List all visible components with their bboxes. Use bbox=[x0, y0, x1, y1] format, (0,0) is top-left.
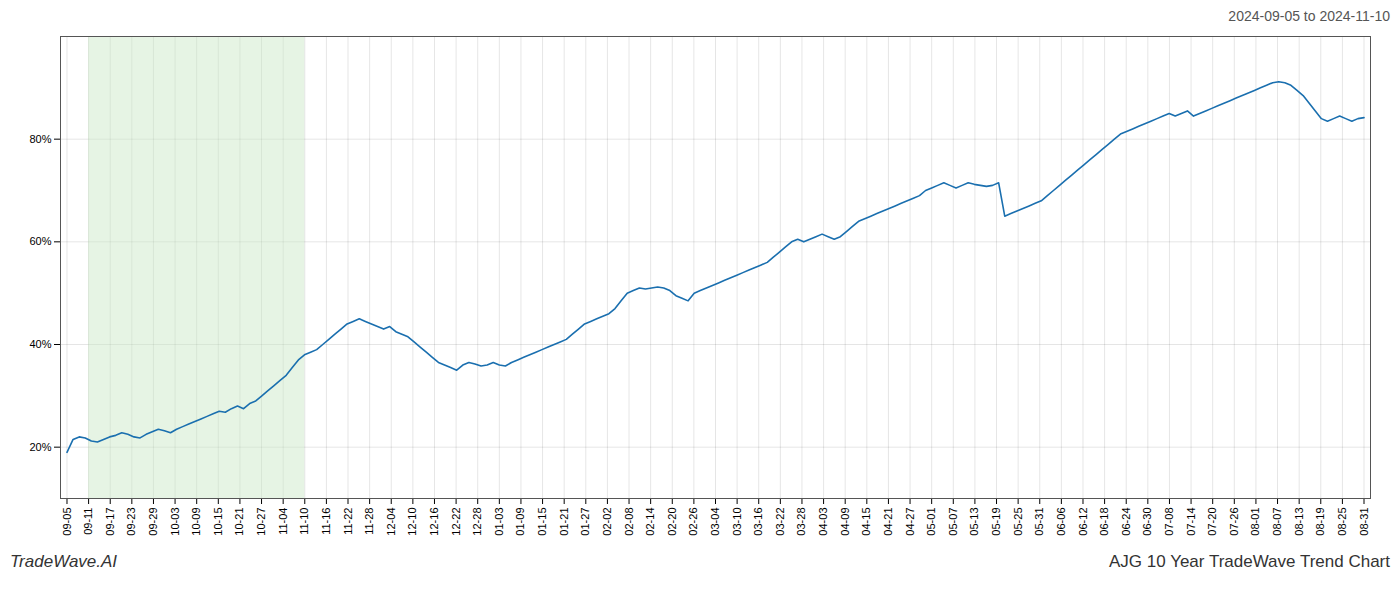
svg-text:09-05: 09-05 bbox=[61, 508, 73, 536]
svg-text:10-21: 10-21 bbox=[233, 508, 245, 536]
svg-text:07-14: 07-14 bbox=[1185, 508, 1197, 536]
svg-text:40%: 40% bbox=[29, 338, 51, 350]
svg-text:05-07: 05-07 bbox=[947, 508, 959, 536]
svg-text:08-25: 08-25 bbox=[1336, 508, 1348, 536]
svg-text:02-26: 02-26 bbox=[687, 508, 699, 536]
svg-text:04-15: 04-15 bbox=[860, 508, 872, 536]
svg-text:11-22: 11-22 bbox=[342, 508, 354, 535]
svg-text:02-02: 02-02 bbox=[601, 508, 613, 536]
svg-text:20%: 20% bbox=[29, 441, 51, 453]
svg-text:12-10: 12-10 bbox=[406, 508, 418, 536]
svg-text:06-12: 06-12 bbox=[1077, 508, 1089, 536]
svg-text:06-06: 06-06 bbox=[1055, 508, 1067, 536]
svg-text:05-25: 05-25 bbox=[1012, 508, 1024, 536]
svg-text:05-19: 05-19 bbox=[990, 508, 1002, 536]
svg-text:01-27: 01-27 bbox=[579, 508, 591, 536]
svg-text:05-31: 05-31 bbox=[1033, 508, 1045, 536]
svg-text:08-31: 08-31 bbox=[1358, 508, 1370, 536]
svg-text:10-09: 10-09 bbox=[190, 508, 202, 536]
svg-text:06-24: 06-24 bbox=[1120, 508, 1132, 536]
svg-text:09-29: 09-29 bbox=[147, 508, 159, 536]
svg-text:08-01: 08-01 bbox=[1249, 508, 1261, 536]
svg-text:09-23: 09-23 bbox=[125, 508, 137, 536]
html-text:TradeWave.AI: TradeWave.AI bbox=[10, 552, 118, 571]
svg-text:05-13: 05-13 bbox=[968, 508, 980, 536]
svg-text:10-27: 10-27 bbox=[255, 508, 267, 536]
svg-text:02-08: 02-08 bbox=[623, 508, 635, 536]
svg-text:03-28: 03-28 bbox=[795, 508, 807, 536]
svg-text:11-10: 11-10 bbox=[298, 508, 310, 535]
svg-text:12-16: 12-16 bbox=[428, 508, 440, 536]
svg-text:11-04: 11-04 bbox=[277, 508, 289, 535]
svg-text:03-10: 03-10 bbox=[731, 508, 743, 536]
svg-text:11-28: 11-28 bbox=[363, 508, 375, 535]
svg-text:01-03: 01-03 bbox=[493, 508, 505, 536]
svg-text:60%: 60% bbox=[29, 235, 51, 247]
svg-text:02-14: 02-14 bbox=[644, 508, 656, 536]
svg-text:08-13: 08-13 bbox=[1293, 508, 1305, 536]
svg-text:09-11: 09-11 bbox=[82, 508, 94, 535]
svg-text:12-28: 12-28 bbox=[471, 508, 483, 536]
svg-text:04-27: 04-27 bbox=[904, 508, 916, 536]
svg-text:01-21: 01-21 bbox=[558, 508, 570, 536]
svg-text:08-07: 08-07 bbox=[1271, 508, 1283, 536]
svg-text:11-16: 11-16 bbox=[320, 508, 332, 535]
svg-text:01-15: 01-15 bbox=[536, 508, 548, 536]
svg-text:03-16: 03-16 bbox=[752, 508, 764, 536]
svg-text:09-17: 09-17 bbox=[104, 508, 116, 536]
svg-text:07-20: 07-20 bbox=[1206, 508, 1218, 536]
svg-text:05-01: 05-01 bbox=[925, 508, 937, 536]
html-text:2024-09-05 to 2024-11-10: 2024-09-05 to 2024-11-10 bbox=[1228, 8, 1390, 24]
svg-text:12-04: 12-04 bbox=[385, 508, 397, 536]
svg-text:01-09: 01-09 bbox=[514, 508, 526, 536]
svg-text:04-21: 04-21 bbox=[882, 508, 894, 536]
svg-text:03-04: 03-04 bbox=[709, 508, 721, 536]
svg-text:02-20: 02-20 bbox=[666, 508, 678, 536]
svg-text:10-15: 10-15 bbox=[212, 508, 224, 536]
html-text:AJG 10 Year TradeWave Trend Ch: AJG 10 Year TradeWave Trend Chart bbox=[1109, 552, 1390, 571]
svg-text:06-30: 06-30 bbox=[1141, 508, 1153, 536]
svg-text:80%: 80% bbox=[29, 133, 51, 145]
svg-text:07-08: 07-08 bbox=[1163, 508, 1175, 536]
svg-text:06-18: 06-18 bbox=[1098, 508, 1110, 536]
svg-text:10-03: 10-03 bbox=[169, 508, 181, 536]
svg-text:04-03: 04-03 bbox=[817, 508, 829, 536]
svg-text:07-26: 07-26 bbox=[1228, 508, 1240, 536]
svg-text:12-22: 12-22 bbox=[450, 508, 462, 536]
svg-text:04-09: 04-09 bbox=[839, 508, 851, 536]
svg-text:08-19: 08-19 bbox=[1314, 508, 1326, 536]
svg-text:03-22: 03-22 bbox=[774, 508, 786, 536]
